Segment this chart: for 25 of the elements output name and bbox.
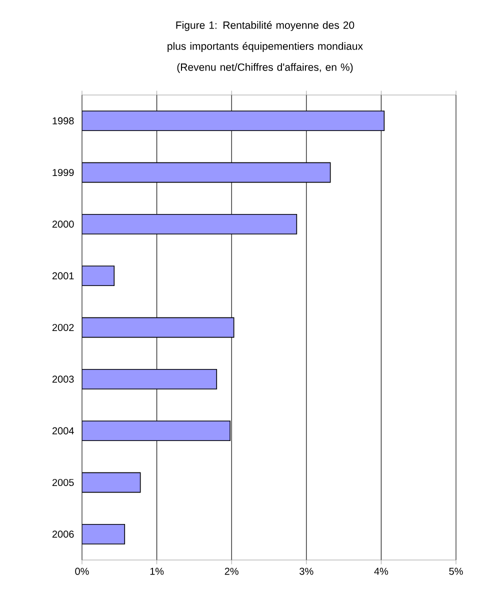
y-tick-label: 2006: [52, 530, 74, 538]
x-tick-label: 1%: [150, 568, 164, 575]
y-tick-label: 1999: [52, 168, 74, 176]
bar: [82, 368, 218, 390]
bar: [82, 472, 141, 493]
bar: [82, 420, 231, 442]
y-tick-label: 2003: [52, 376, 74, 383]
bar: [82, 266, 115, 286]
y-tick-label: 2002: [52, 324, 74, 332]
x-tick-label: 5%: [449, 568, 463, 575]
bar: [82, 317, 234, 338]
bar: [82, 214, 298, 234]
x-tick-label: 3%: [300, 568, 314, 575]
bar: [82, 162, 331, 183]
x-tick-label: 2%: [224, 568, 238, 575]
x-tick-label: 0%: [75, 568, 89, 575]
chart-title: Figure 1: Rentabilité moyenne des 20 plus importants équipementiers mondiaux (Revenu net/Chiffres d'affaires, en %): [168, 21, 363, 73]
bar: [82, 524, 126, 544]
y-tick-label: 2005: [52, 478, 74, 486]
y-tick-label: 2000: [52, 220, 74, 228]
y-tick-label: 2004: [52, 427, 74, 434]
bar: [82, 110, 385, 132]
y-tick-label: 1998: [52, 117, 74, 124]
y-tick-label: 2001: [52, 272, 74, 280]
x-tick-label: 4%: [374, 568, 388, 575]
